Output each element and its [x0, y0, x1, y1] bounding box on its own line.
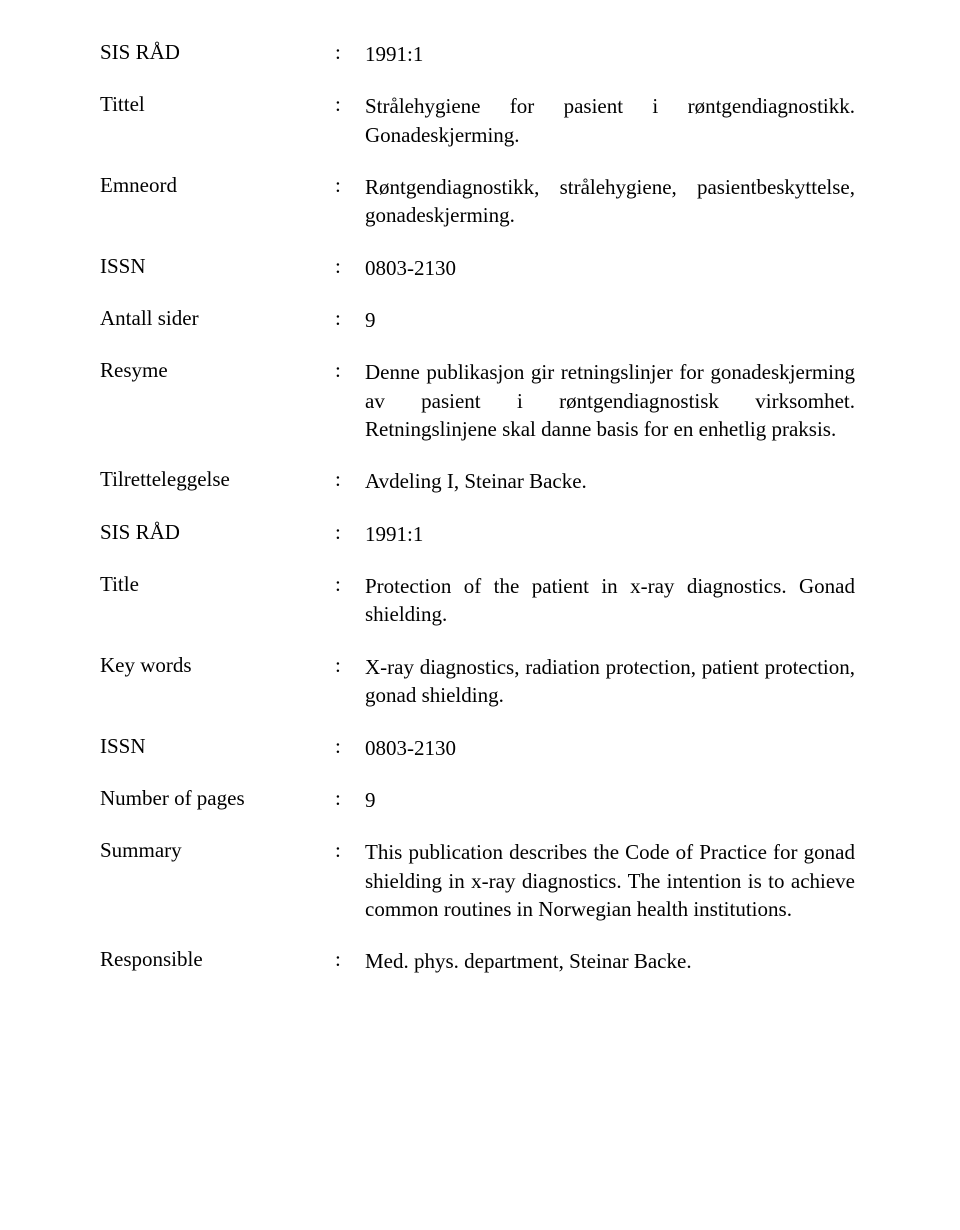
field-label: SIS RÅD [100, 40, 335, 65]
field-value: This publication describes the Code of P… [365, 838, 855, 923]
field-label: ISSN [100, 734, 335, 759]
metadata-row: Resyme : Denne publikasjon gir retningsl… [100, 358, 870, 443]
field-value: 1991:1 [365, 40, 855, 68]
field-colon: : [335, 786, 365, 811]
field-label: Title [100, 572, 335, 597]
field-value: Protection of the patient in x-ray diagn… [365, 572, 855, 629]
field-colon: : [335, 467, 365, 492]
metadata-row: Summary : This publication describes the… [100, 838, 870, 923]
field-colon: : [335, 173, 365, 198]
field-colon: : [335, 947, 365, 972]
metadata-row: ISSN : 0803-2130 [100, 734, 870, 762]
field-value: Avdeling I, Steinar Backe. [365, 467, 855, 495]
metadata-row: ISSN : 0803-2130 [100, 254, 870, 282]
field-value: 9 [365, 786, 855, 814]
field-value: Strålehygiene for pasient i røntgendiagn… [365, 92, 855, 149]
field-label: Emneord [100, 173, 335, 198]
field-value: Denne publikasjon gir retningslinjer for… [365, 358, 855, 443]
metadata-row: Responsible : Med. phys. department, Ste… [100, 947, 870, 975]
metadata-row: Tittel : Strålehygiene for pasient i røn… [100, 92, 870, 149]
field-value: 0803-2130 [365, 734, 855, 762]
field-value: Med. phys. department, Steinar Backe. [365, 947, 855, 975]
metadata-row: SIS RÅD : 1991:1 [100, 520, 870, 548]
field-label: SIS RÅD [100, 520, 335, 545]
metadata-row: Title : Protection of the patient in x-r… [100, 572, 870, 629]
field-value: 1991:1 [365, 520, 855, 548]
field-label: Antall sider [100, 306, 335, 331]
field-colon: : [335, 40, 365, 65]
field-colon: : [335, 734, 365, 759]
field-colon: : [335, 306, 365, 331]
metadata-row: Emneord : Røntgendiagnostikk, strålehygi… [100, 173, 870, 230]
field-colon: : [335, 254, 365, 279]
field-value: X-ray diagnostics, radiation protection,… [365, 653, 855, 710]
field-label: Number of pages [100, 786, 335, 811]
metadata-row: Number of pages : 9 [100, 786, 870, 814]
field-value: Røntgendiagnostikk, strålehygiene, pasie… [365, 173, 855, 230]
field-colon: : [335, 520, 365, 545]
field-colon: : [335, 92, 365, 117]
field-colon: : [335, 838, 365, 863]
metadata-row: SIS RÅD : 1991:1 [100, 40, 870, 68]
field-value: 0803-2130 [365, 254, 855, 282]
field-label: ISSN [100, 254, 335, 279]
field-label: Responsible [100, 947, 335, 972]
metadata-row: Antall sider : 9 [100, 306, 870, 334]
field-label: Tittel [100, 92, 335, 117]
field-colon: : [335, 653, 365, 678]
field-label: Tilretteleggelse [100, 467, 335, 492]
field-colon: : [335, 572, 365, 597]
field-label: Resyme [100, 358, 335, 383]
field-colon: : [335, 358, 365, 383]
metadata-row: Key words : X-ray diagnostics, radiation… [100, 653, 870, 710]
field-value: 9 [365, 306, 855, 334]
field-label: Key words [100, 653, 335, 678]
metadata-row: Tilretteleggelse : Avdeling I, Steinar B… [100, 467, 870, 495]
field-label: Summary [100, 838, 335, 863]
